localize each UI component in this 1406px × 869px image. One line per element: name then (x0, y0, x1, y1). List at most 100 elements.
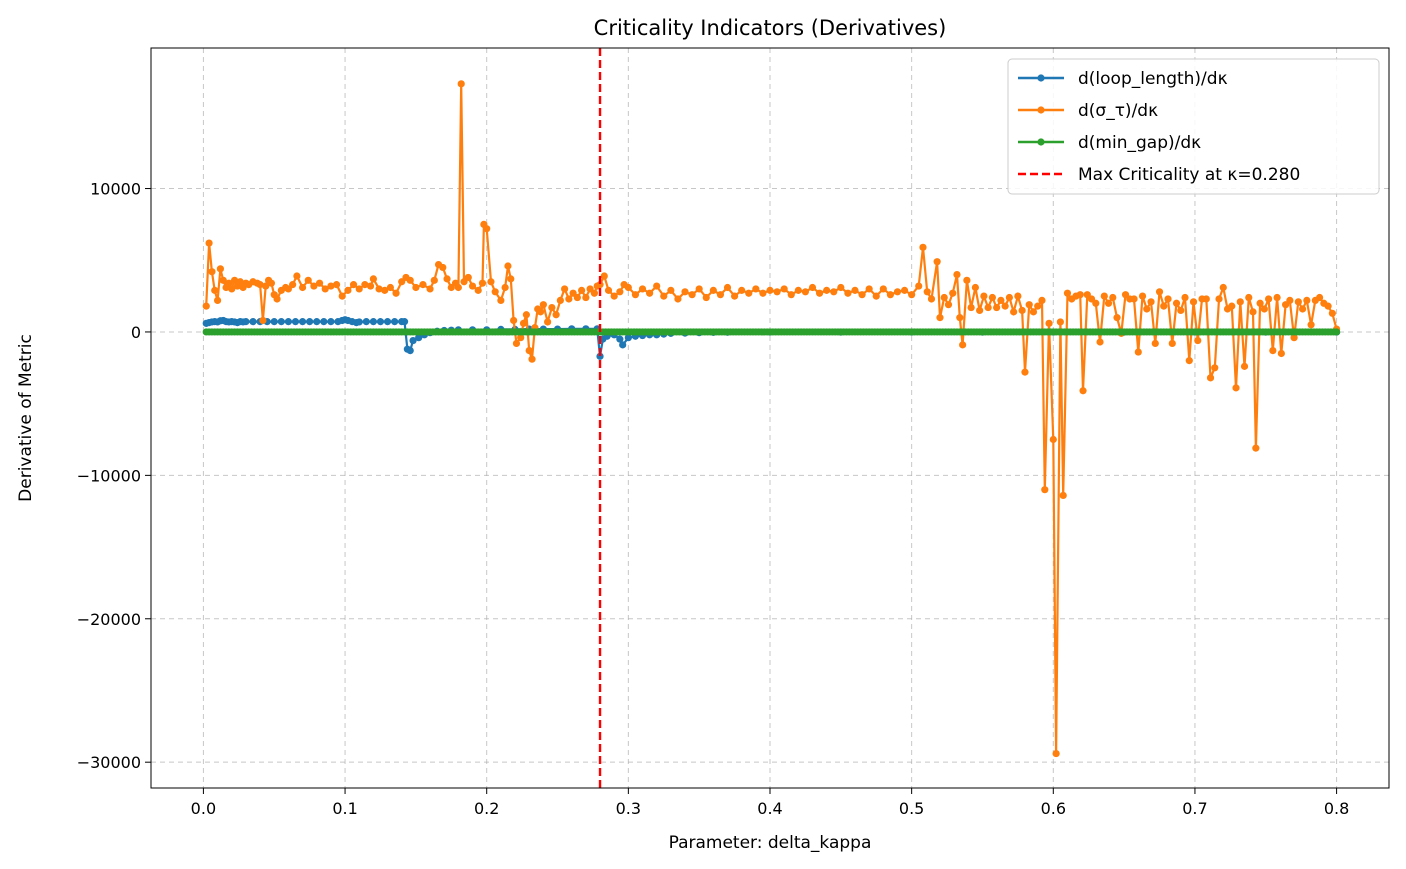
series-1-point (940, 293, 948, 302)
series-1-point (321, 285, 329, 293)
series-1-point (1079, 387, 1087, 395)
series-1-point (900, 286, 909, 294)
series-1-point (716, 291, 725, 299)
series-1-point (738, 286, 746, 294)
series-1-point (1025, 301, 1033, 309)
series-1-point (487, 278, 495, 286)
series-1-point (381, 286, 389, 294)
series-1-point (886, 291, 895, 299)
series-0-point (391, 318, 399, 326)
series-1-point (349, 281, 358, 289)
series-1-point (604, 286, 613, 294)
series-1-point (1240, 362, 1249, 370)
series-1-point (504, 262, 512, 270)
series-0-point (355, 318, 363, 326)
series-1-point (273, 295, 281, 303)
series-1-point (369, 275, 377, 283)
series-1-point (956, 314, 964, 322)
series-1-point (474, 286, 482, 294)
series-1-point (1143, 305, 1151, 313)
series-1-point (1130, 295, 1138, 303)
series-1-point (1014, 292, 1022, 300)
series-1-point (522, 311, 530, 319)
series-1-point (879, 285, 887, 293)
series-1-point (908, 291, 916, 299)
series-1-point (1215, 295, 1223, 303)
series-1-point (645, 289, 654, 297)
series-0-point (298, 318, 307, 326)
series-1-point (1269, 346, 1277, 355)
series-1-point (949, 289, 957, 297)
series-1-point (582, 293, 590, 302)
series-1-point (213, 296, 222, 305)
series-1-point (507, 275, 515, 283)
series-1-point (1168, 339, 1176, 348)
series-1-point (298, 283, 307, 292)
series-1-point (984, 303, 992, 312)
series-1-point (439, 263, 447, 272)
series-1-point (327, 282, 335, 290)
series-layer (202, 48, 1341, 788)
series-1-point (501, 283, 509, 292)
series-1-point (1298, 305, 1307, 313)
x-tick-label: 0.2 (474, 799, 499, 818)
series-1-point (1134, 348, 1142, 356)
series-1-point (1155, 288, 1164, 296)
series-1-point (1286, 296, 1294, 305)
y-tick-label: 0 (131, 323, 141, 342)
legend-marker (1037, 138, 1045, 146)
series-1-point (1181, 293, 1189, 302)
series-1-point (419, 281, 427, 289)
series-1-point (1294, 298, 1302, 306)
series-1-point (794, 286, 802, 294)
series-1-point (801, 288, 810, 296)
series-1-point (412, 283, 420, 292)
series-1-point (1104, 299, 1113, 307)
series-1-point (1219, 283, 1227, 292)
series-1-point (1307, 321, 1315, 329)
series-1-point (1063, 289, 1072, 297)
series-0-point (619, 341, 627, 349)
series-1-point (915, 282, 923, 290)
series-1-point (1034, 302, 1042, 310)
series-1-point (933, 258, 941, 266)
series-1-point (256, 281, 264, 289)
series-1-point (653, 282, 661, 290)
series-1-point (1245, 293, 1253, 302)
chart-title: Criticality Indicators (Derivatives) (594, 16, 947, 40)
series-1-point (766, 286, 774, 294)
series-1-point (752, 285, 760, 293)
series-1-point (997, 296, 1005, 305)
series-1-point (344, 286, 352, 294)
series-0-point (284, 318, 292, 326)
series-1-point (681, 288, 689, 296)
series-1-point (830, 288, 838, 296)
series-1-point (1059, 491, 1067, 500)
series-1-point (858, 291, 866, 299)
series-1-point (971, 283, 979, 292)
series-1-point (556, 296, 564, 305)
series-1-point (1273, 293, 1281, 302)
series-1-point (454, 283, 462, 292)
series-1-point (688, 291, 696, 299)
series-1-point (759, 289, 767, 297)
series-1-point (552, 311, 560, 319)
series-1-point (1045, 319, 1053, 327)
series-1-point (596, 281, 604, 289)
series-1-point (1260, 305, 1268, 313)
series-1-point (525, 346, 533, 355)
series-0-point (313, 318, 321, 326)
series-1-point (919, 243, 927, 251)
series-1-point (1100, 292, 1108, 300)
series-0-point (624, 334, 632, 342)
series-1-point (963, 276, 971, 284)
series-1-point (1252, 444, 1260, 452)
series-1-point (959, 341, 967, 349)
series-1-point (823, 286, 831, 294)
series-1-point (1010, 308, 1018, 316)
series-1-point (1052, 749, 1060, 758)
series-1-point (468, 282, 477, 290)
x-axis-label: Parameter: delta_kappa (669, 833, 872, 853)
series-1-point (361, 281, 369, 289)
series-0-point (596, 352, 604, 360)
